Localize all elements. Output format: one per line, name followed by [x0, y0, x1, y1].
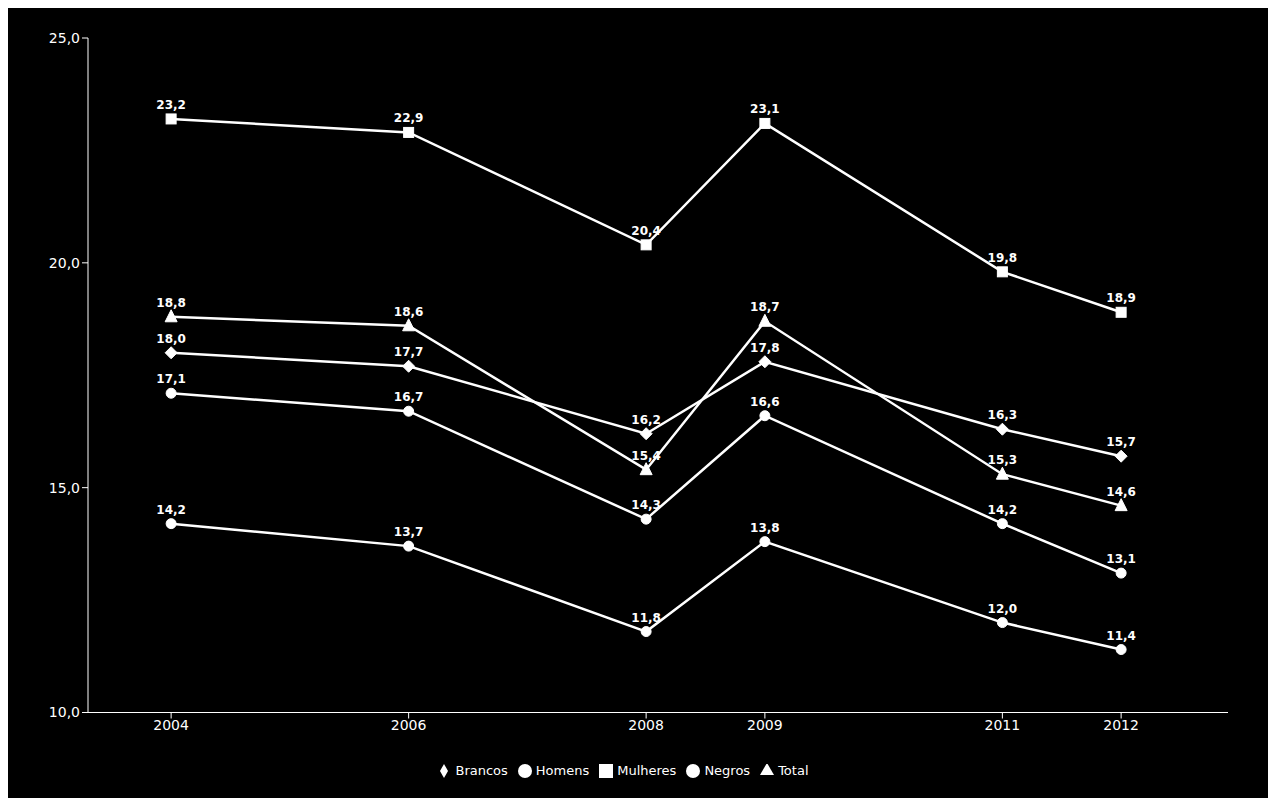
svg-text:15,7: 15,7: [1106, 435, 1136, 449]
html-text:Negros: Negros: [704, 762, 751, 778]
svg-text:11,4: 11,4: [1106, 629, 1136, 643]
svg-text:17,7: 17,7: [394, 345, 424, 359]
svg-text:19,8: 19,8: [988, 251, 1018, 265]
html-text:Homens: Homens: [535, 762, 590, 778]
svg-text:20,0: 20,0: [49, 255, 80, 271]
svg-text:18,7: 18,7: [750, 300, 780, 314]
html-text:Brancos: Brancos: [455, 762, 508, 778]
svg-text:16,6: 16,6: [750, 395, 780, 409]
svg-text:2008: 2008: [628, 717, 664, 733]
svg-text:18,9: 18,9: [1106, 291, 1136, 305]
svg-text:13,7: 13,7: [394, 525, 424, 539]
svg-text:18,8: 18,8: [156, 296, 186, 310]
svg-text:2012: 2012: [1103, 717, 1139, 733]
svg-text:11,8: 11,8: [631, 611, 661, 625]
svg-text:15,3: 15,3: [988, 453, 1018, 467]
svg-text:13,1: 13,1: [1106, 552, 1136, 566]
svg-text:2009: 2009: [747, 717, 783, 733]
svg-text:23,2: 23,2: [156, 98, 186, 112]
svg-text:23,1: 23,1: [750, 102, 780, 116]
svg-text:16,2: 16,2: [631, 413, 661, 427]
svg-text:17,1: 17,1: [156, 372, 186, 386]
svg-text:16,3: 16,3: [988, 408, 1018, 422]
svg-text:2004: 2004: [153, 717, 189, 733]
svg-text:12,0: 12,0: [988, 602, 1018, 616]
svg-text:14,2: 14,2: [156, 503, 186, 517]
svg-text:17,8: 17,8: [750, 341, 780, 355]
svg-text:18,6: 18,6: [394, 305, 424, 319]
svg-text:15,0: 15,0: [49, 480, 80, 496]
svg-text:25,0: 25,0: [49, 30, 80, 46]
svg-text:2006: 2006: [391, 717, 427, 733]
svg-text:22,9: 22,9: [394, 111, 424, 125]
svg-text:13,8: 13,8: [750, 521, 780, 535]
svg-text:14,6: 14,6: [1106, 485, 1136, 499]
html-text:Total: Total: [778, 762, 809, 778]
svg-text:14,3: 14,3: [631, 498, 661, 512]
svg-text:16,7: 16,7: [394, 390, 424, 404]
svg-text:18,0: 18,0: [156, 332, 186, 346]
svg-text:14,2: 14,2: [988, 503, 1018, 517]
html-text:Mulheres: Mulheres: [617, 762, 677, 778]
svg-text:2011: 2011: [985, 717, 1021, 733]
svg-text:15,4: 15,4: [631, 449, 661, 463]
svg-text:20,4: 20,4: [631, 224, 661, 238]
svg-text:10,0: 10,0: [49, 704, 80, 720]
